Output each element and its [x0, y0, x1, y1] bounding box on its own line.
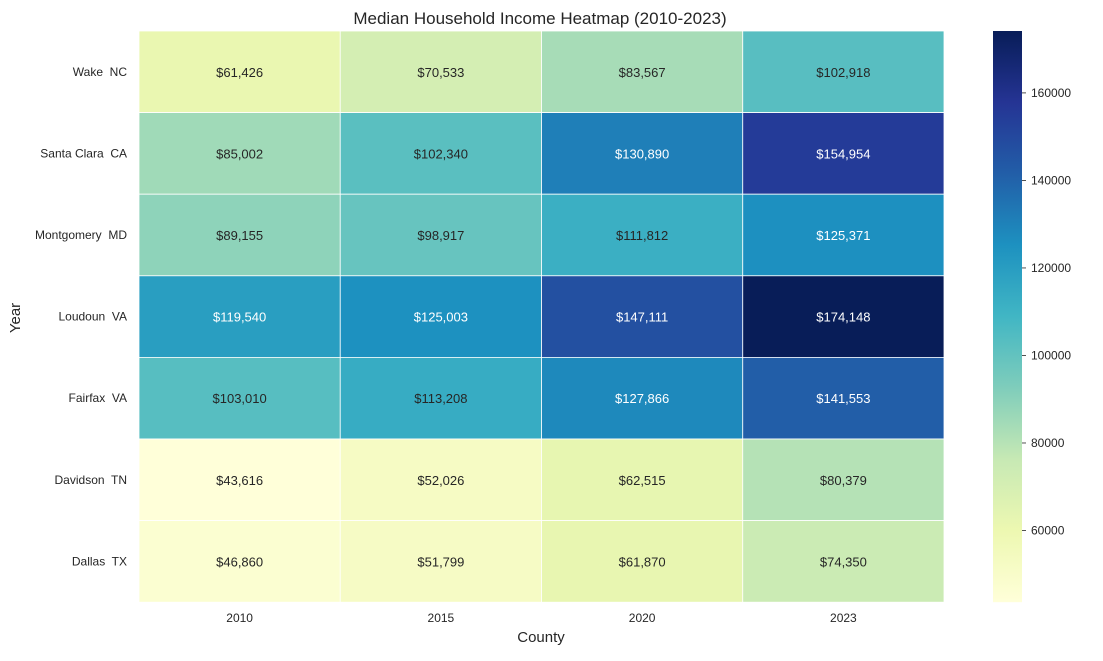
colorbar-tick-label: 100000	[1031, 348, 1071, 362]
heatmap-cell	[138, 520, 341, 603]
heatmap-cell	[742, 112, 945, 195]
heatmap-cell-label: $62,515	[619, 473, 666, 488]
heatmap-cell-label: $141,553	[816, 391, 870, 406]
heatmap-cell-label: $98,917	[417, 228, 464, 243]
colorbar-gradient	[993, 31, 1022, 603]
heatmap-cell	[138, 438, 341, 521]
heatmap-cell	[138, 275, 341, 358]
colorbar-tick-label: 80000	[1031, 436, 1065, 450]
heatmap-cell-label: $147,111	[616, 310, 668, 325]
x-tick-label: 2010	[226, 611, 253, 625]
heatmap-cell-label: $154,954	[816, 146, 870, 161]
y-axis-label: Year	[7, 303, 24, 333]
y-tick-label: Davidson TN	[55, 473, 127, 487]
heatmap-cell	[541, 112, 744, 195]
heatmap-cell	[742, 275, 945, 358]
x-axis-label: County	[517, 629, 565, 646]
colorbar-tick-label: 140000	[1031, 173, 1071, 187]
heatmap-cell	[339, 438, 542, 521]
heatmap-cell-label: $83,567	[619, 65, 666, 80]
heatmap-cell	[742, 193, 945, 277]
heatmap-cell	[138, 30, 341, 113]
y-tick-label: Wake NC	[73, 65, 128, 79]
heatmap-cell-label: $52,026	[417, 473, 464, 488]
heatmap-cells	[138, 30, 945, 603]
y-tick-label: Montgomery MD	[35, 228, 127, 242]
heatmap-cell-label: $119,540	[213, 310, 266, 325]
y-axis-tick-labels: Wake NC Santa Clara CA Montgomery MD Loudou…	[35, 65, 127, 569]
y-tick-label: Fairfax VA	[69, 391, 127, 405]
heatmap-cell	[742, 438, 945, 521]
heatmap-cell-label: $80,379	[820, 473, 867, 488]
heatmap-cell	[541, 438, 744, 521]
heatmap-cell-label: $89,155	[216, 228, 263, 243]
colorbar: 60000 80000 100000 120000 140000 160000	[993, 31, 1071, 603]
heatmap-cell	[541, 275, 744, 358]
colorbar-tick-label: 120000	[1031, 261, 1071, 275]
chart-title: Median Household Income Heatmap (2010-20…	[353, 9, 726, 28]
heatmap-cell	[541, 30, 744, 113]
y-tick-label: Loudoun VA	[58, 310, 127, 324]
heatmap-cell	[541, 356, 744, 440]
heatmap-cell-label: $130,890	[615, 146, 669, 161]
heatmap-cell-label: $51,799	[417, 554, 464, 569]
heatmap-cell-label: $127,866	[615, 391, 669, 406]
colorbar-tick-label: 160000	[1031, 86, 1071, 100]
heatmap-cell-label: $74,350	[820, 554, 867, 569]
heatmap-cell	[742, 30, 945, 113]
heatmap-cell-label: $70,533	[417, 65, 464, 80]
heatmap-cell	[742, 520, 945, 603]
heatmap-cell	[339, 112, 542, 195]
heatmap-cell-label: $61,426	[216, 65, 263, 80]
heatmap-cell	[339, 356, 542, 440]
heatmap-cell	[541, 520, 744, 603]
heatmap-cell-label: $61,870	[619, 554, 666, 569]
heatmap-cell	[742, 356, 945, 440]
heatmap-cell	[339, 275, 542, 358]
x-tick-label: 2023	[830, 611, 857, 625]
heatmap-cell-label: $174,148	[816, 310, 870, 325]
heatmap-cell-label: $113,208	[414, 391, 467, 406]
heatmap-cell	[138, 112, 341, 195]
colorbar-tick-label: 60000	[1031, 524, 1065, 538]
heatmap-cell-labels: $61,426 $70,533 $83,567 $102,918 $85,002 $102…	[213, 65, 871, 570]
heatmap-cell-label: $102,918	[816, 65, 870, 80]
heatmap-cell-label: $85,002	[216, 146, 263, 161]
heatmap-cell	[339, 193, 542, 277]
y-tick-label: Dallas TX	[72, 554, 127, 568]
x-tick-label: 2020	[629, 611, 656, 625]
heatmap-cell-label: $102,340	[414, 146, 468, 161]
x-tick-label: 2015	[428, 611, 455, 625]
heatmap-cell-label: $125,371	[816, 228, 870, 243]
heatmap-cell-label: $111,812	[616, 228, 668, 243]
heatmap-cell	[138, 356, 341, 440]
heatmap-cell-label: $125,003	[414, 310, 468, 325]
heatmap-cell-label: $103,010	[213, 391, 267, 406]
heatmap-cell-label: $43,616	[216, 473, 263, 488]
x-axis-tick-labels: 2010 2015 2020 2023	[226, 611, 857, 625]
heatmap-cell-label: $46,860	[216, 554, 263, 569]
y-tick-label: Santa Clara CA	[40, 146, 127, 160]
heatmap-cell	[339, 30, 542, 113]
